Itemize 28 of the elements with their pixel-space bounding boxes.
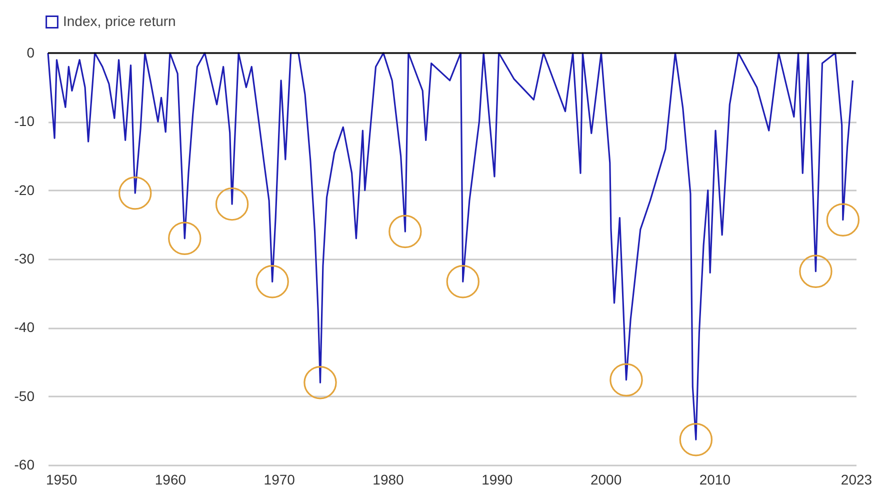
point [304, 366, 337, 400]
x-tick-label: 1960 [154, 472, 186, 488]
y-tick-label: -30 [14, 250, 35, 266]
y-tick-label: 0 [26, 44, 35, 60]
point [446, 265, 480, 298]
y-tick-label: -20 [14, 182, 35, 198]
x-tick-label: 1950 [46, 472, 78, 488]
y-tick-label: -40 [14, 319, 35, 336]
legend-label: Index, price return [63, 13, 176, 29]
x-tick-label: 2023 [840, 472, 872, 488]
point [610, 363, 643, 396]
x-tick-label: 1980 [372, 472, 404, 488]
point [679, 423, 713, 456]
point [799, 254, 832, 288]
y-tick-label: -60 [14, 456, 35, 472]
line-series [47, 52, 854, 440]
point [826, 203, 860, 236]
x-tick-label: 2010 [699, 472, 731, 488]
point [256, 265, 289, 298]
y-tick-label: -50 [14, 388, 35, 404]
x-tick-label: 1970 [264, 472, 296, 488]
y-tick-label: -10 [14, 113, 35, 130]
x-tick-label: 1990 [482, 472, 513, 488]
point [168, 222, 202, 255]
point [215, 187, 249, 221]
point [388, 214, 422, 248]
x-tick-label: 2000 [590, 472, 622, 488]
point [118, 176, 152, 210]
